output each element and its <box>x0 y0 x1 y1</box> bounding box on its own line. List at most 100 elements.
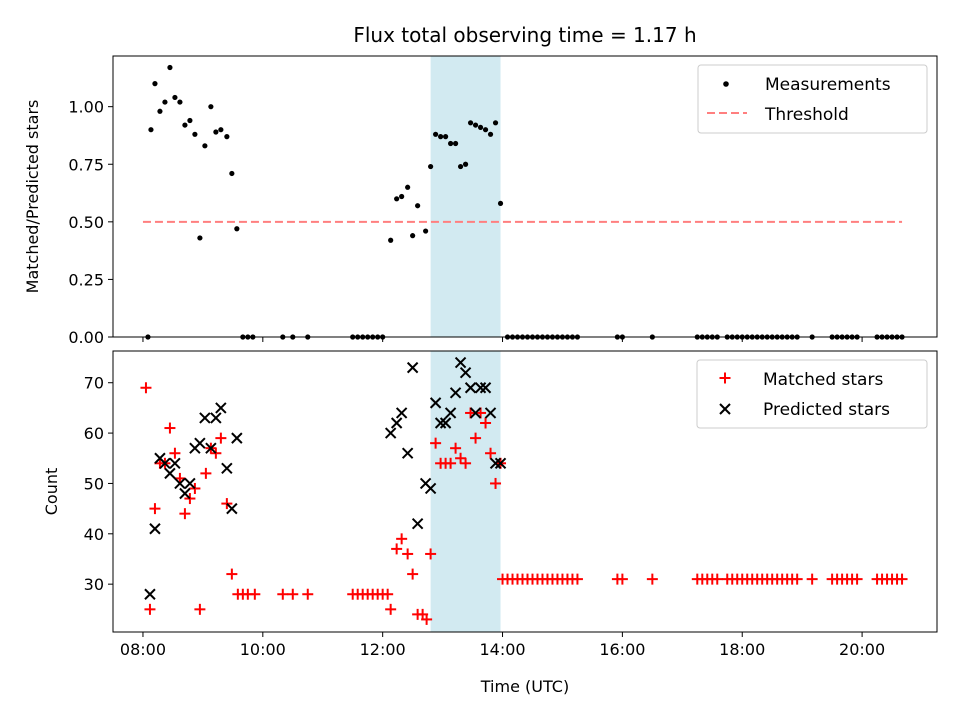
x-tick-label: 16:00 <box>599 640 645 659</box>
matched-star-point <box>455 452 467 464</box>
predicted-star-point <box>434 417 447 429</box>
predicted-star-point <box>226 502 238 515</box>
predicted-star-point <box>179 487 191 500</box>
measurement-point <box>172 94 178 101</box>
matched-star-point <box>215 432 227 444</box>
predicted-star-point <box>144 588 156 600</box>
matched-star-point <box>711 573 723 585</box>
matched-star-point <box>806 573 818 585</box>
measurement-point <box>208 104 214 110</box>
predicted-star-point <box>489 457 502 470</box>
predicted-star-point <box>210 412 222 424</box>
matched-star-point <box>421 613 433 625</box>
matched-star-point <box>391 543 403 555</box>
measurement-point <box>452 140 459 147</box>
top-legend: Measurements Threshold <box>697 64 928 134</box>
measurement-point <box>497 200 504 207</box>
matched-star-point <box>179 508 191 520</box>
measurement-point <box>462 161 469 167</box>
matched-star-point <box>385 603 397 615</box>
legend-measurements-label: Measurements <box>765 75 891 95</box>
matched-star-point <box>450 442 462 454</box>
matched-star-point <box>571 573 583 585</box>
measurement-point <box>472 122 479 128</box>
matched-star-point <box>164 422 176 434</box>
predicted-star-point <box>215 402 227 414</box>
y-tick-label: 30 <box>84 575 104 594</box>
predicted-star-point <box>449 387 462 399</box>
predicted-star-point <box>184 477 196 490</box>
predicted-star-point <box>429 397 442 409</box>
y-tick-label: 60 <box>84 424 104 443</box>
matched-star-point <box>287 588 299 600</box>
matched-star-point <box>616 573 628 585</box>
measurement-point <box>438 134 444 140</box>
measurement-point <box>442 134 449 140</box>
measurement-point <box>167 64 173 71</box>
predicted-star-point <box>194 437 206 449</box>
top-plot-frame <box>112 55 938 338</box>
matched-star-point <box>200 467 212 479</box>
measurement-point <box>157 108 163 114</box>
measurement-point <box>492 120 499 126</box>
matched-star-point <box>445 457 457 469</box>
legend-matched-label: Matched stars <box>763 370 883 390</box>
measurement-point <box>202 143 208 149</box>
legend-measurements-marker <box>723 81 729 87</box>
x-tick-label: 14:00 <box>479 640 525 659</box>
measurement-point <box>162 99 168 105</box>
y-tick-label: 50 <box>84 474 104 493</box>
measurement-point <box>187 117 193 124</box>
matched-star-point <box>226 568 238 580</box>
measurement-point <box>447 140 454 147</box>
matched-star-point <box>896 573 908 585</box>
x-tick-label: 12:00 <box>360 640 406 659</box>
predicted-star-point <box>159 457 171 470</box>
measurement-point <box>423 228 429 234</box>
matched-star-point <box>382 588 394 600</box>
predicted-star-point <box>231 432 243 444</box>
measurement-point <box>229 170 235 177</box>
measurement-point <box>213 129 219 135</box>
matched-star-point <box>249 588 261 600</box>
bottom-highlight-span <box>430 351 501 632</box>
matched-star-point <box>480 417 492 429</box>
measurement-point <box>410 233 416 239</box>
measurement-point <box>477 124 484 131</box>
bottom-panel: 30 40 50 60 70 08:00 10:00 12:00 14:00 16:00 18:00… <box>42 350 938 696</box>
matched-star-point <box>470 432 482 444</box>
legend-threshold-label: Threshold <box>764 105 849 125</box>
measurement-point <box>405 184 411 190</box>
matched-star-point <box>302 588 314 600</box>
matched-star-point <box>430 437 442 449</box>
predicted-star-point <box>484 407 497 419</box>
matched-star-point <box>402 548 414 560</box>
y-tick-label: 40 <box>84 525 104 544</box>
legend-predicted-marker <box>719 403 731 415</box>
y-tick-label: 1.00 <box>68 98 104 117</box>
top-highlight-span <box>430 56 501 337</box>
matched-star-point <box>460 457 472 469</box>
top-panel: 0.00 0.25 0.50 0.75 1.00 Flux total observin… <box>23 23 938 347</box>
predicted-star-point <box>454 356 467 369</box>
measurement-point <box>182 122 188 128</box>
matched-star-point <box>646 573 658 585</box>
measurement-point <box>177 99 183 105</box>
measurement-point <box>467 120 474 126</box>
measurement-point <box>224 134 230 140</box>
predicted-star-point <box>479 382 492 394</box>
predicted-star-point <box>395 407 408 419</box>
matched-star-point <box>425 548 437 560</box>
legend-cross <box>719 403 731 415</box>
matched-star-point <box>184 493 196 505</box>
matched-star-point <box>149 503 161 515</box>
predicted-star-point <box>411 518 424 530</box>
x-axis-label: Time (UTC) <box>480 677 569 696</box>
legend-matched-marker <box>719 372 731 384</box>
chart-title: Flux total observing time = 1.17 h <box>353 23 696 47</box>
matched-star-point <box>851 573 863 585</box>
predicted-star-point <box>459 366 472 379</box>
matched-star-point <box>221 498 233 510</box>
matched-star-point <box>490 477 502 489</box>
